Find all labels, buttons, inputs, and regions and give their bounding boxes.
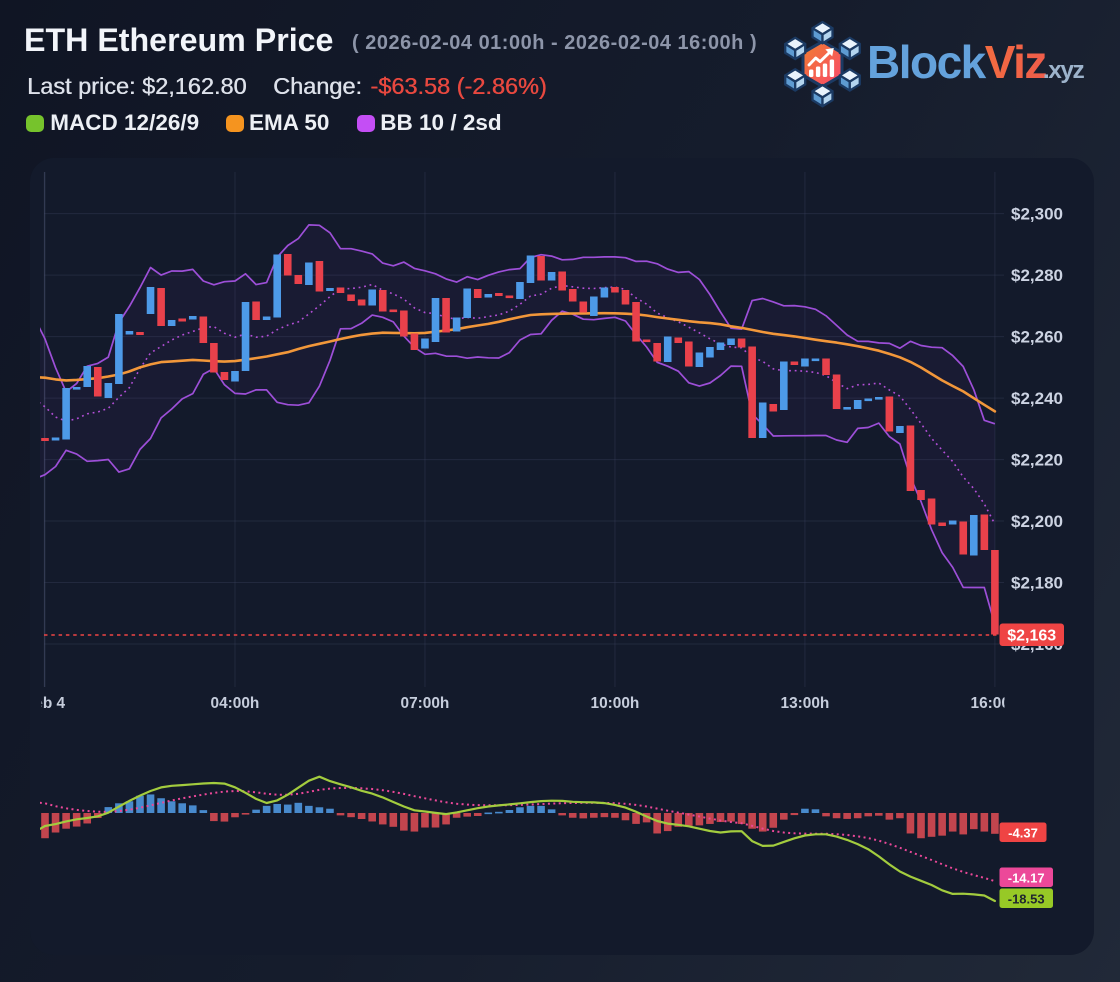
svg-text:Feb 4: Feb 4 [25,695,66,712]
svg-text:04:00h: 04:00h [211,695,260,712]
svg-text:-18.53: -18.53 [1008,891,1045,906]
svg-text:BlockViz.xyz: BlockViz.xyz [867,36,1084,88]
svg-text:$2,240: $2,240 [1011,389,1063,408]
svg-text:$2,280: $2,280 [1011,266,1063,285]
svg-text:$2,163: $2,163 [1007,627,1056,644]
svg-text:$2,260: $2,260 [1011,328,1063,347]
svg-text:-14.17: -14.17 [1008,870,1045,885]
svg-text:$2,200: $2,200 [1011,512,1063,531]
svg-text:13:00h: 13:00h [781,695,830,712]
svg-text:10:00h: 10:00h [591,695,640,712]
svg-text:$2,180: $2,180 [1011,574,1063,593]
svg-text:$2,300: $2,300 [1011,205,1063,224]
svg-text:16:00h: 16:00h [971,695,1020,712]
svg-text:$2,220: $2,220 [1011,451,1063,470]
svg-text:07:00h: 07:00h [401,695,450,712]
svg-text:-4.37: -4.37 [1008,825,1038,840]
